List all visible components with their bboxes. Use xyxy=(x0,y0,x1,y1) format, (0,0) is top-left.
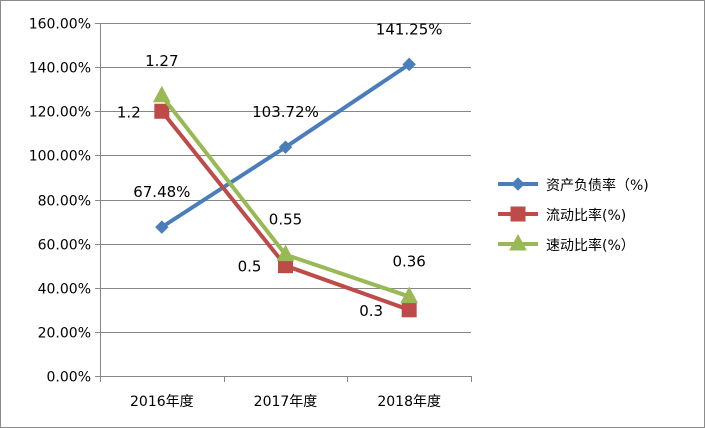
legend-label: 资产负债率（%) xyxy=(546,177,649,194)
data-point-marker xyxy=(402,57,416,72)
x-tick-label: 2017年度 xyxy=(254,394,318,410)
data-label-layer: 67.48% 103.72% 141.25% 1.2 0.5 0.3 1.27 0.55 0.3… xyxy=(117,20,443,319)
data-label: 0.3 xyxy=(359,302,383,320)
data-point-marker xyxy=(510,206,526,222)
data-point-marker xyxy=(154,103,170,119)
data-label: 103.72% xyxy=(252,103,319,121)
data-label: 1.27 xyxy=(145,52,178,70)
axis-layer: 0.00% 20.00% 40.00% 60.00% 80.00% 100.00% 120.… xyxy=(29,17,472,410)
x-tick-label: 2016年度 xyxy=(130,394,194,410)
x-tick-label: 2018年度 xyxy=(377,394,441,410)
legend-label: 流动比率(%) xyxy=(546,207,626,224)
data-label: 0.5 xyxy=(238,258,262,276)
data-point-marker xyxy=(511,177,525,191)
legend: 资产负债率（%) 流动比率(%) 速动比率(%） xyxy=(498,177,649,254)
series-layer xyxy=(152,57,418,318)
y-tick-label: 0.00% xyxy=(47,370,91,386)
grid-layer xyxy=(100,23,471,333)
data-point-marker xyxy=(152,85,171,103)
y-tick-label: 160.00% xyxy=(29,17,91,33)
y-tick-label: 60.00% xyxy=(38,238,91,254)
y-tick-label: 120.00% xyxy=(29,105,91,121)
data-label: 141.25% xyxy=(376,20,443,38)
data-point-marker xyxy=(400,286,418,304)
data-point-marker xyxy=(401,302,417,318)
y-tick-label: 40.00% xyxy=(38,282,91,298)
data-point-marker xyxy=(276,244,295,262)
data-point-marker xyxy=(155,220,169,234)
data-label: 1.2 xyxy=(117,103,141,121)
y-tick-label: 20.00% xyxy=(38,326,91,342)
legend-label: 速动比率(%） xyxy=(546,237,635,254)
data-point-marker xyxy=(509,233,527,251)
data-label: 0.55 xyxy=(269,211,302,229)
y-tick-label: 100.00% xyxy=(29,149,91,165)
data-label: 0.36 xyxy=(392,253,425,271)
y-tick-label: 140.00% xyxy=(29,61,91,77)
data-label: 67.48% xyxy=(133,183,190,201)
y-tick-label: 80.00% xyxy=(38,194,91,210)
data-point-marker xyxy=(278,140,293,154)
